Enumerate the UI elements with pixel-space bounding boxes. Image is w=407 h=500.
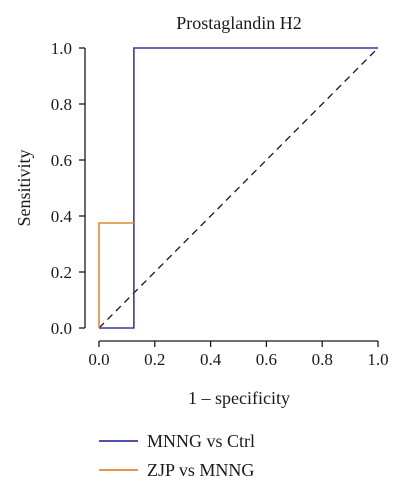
x-ticks: 0.0 0.2 0.4 0.6 0.8 1.0 [88, 341, 389, 369]
series-line-mnng-vs-ctrl [99, 47, 378, 329]
legend-label: ZJP vs MNNG [147, 460, 254, 480]
y-tick-label: 0.6 [51, 151, 72, 170]
legend: MNNG vs Ctrl ZJP vs MNNG [99, 431, 255, 480]
y-tick-label: 1.0 [51, 39, 72, 58]
x-tick-label: 1.0 [367, 350, 388, 369]
y-tick-label: 0.2 [51, 263, 72, 282]
series-line-zjp-vs-mnng [98, 222, 134, 328]
diagonal-reference-line [98, 47, 379, 329]
x-tick-label: 0.6 [256, 350, 277, 369]
y-tick-label: 0.8 [51, 95, 72, 114]
x-tick-label: 0.2 [144, 350, 165, 369]
y-axis-label: Sensitivity [14, 149, 34, 226]
y-tick-label: 0.4 [51, 207, 73, 226]
chart-title: Prostaglandin H2 [176, 13, 302, 33]
y-ticks: 0.0 0.2 0.4 0.6 0.8 1.0 [51, 39, 85, 338]
series-layer [98, 47, 378, 329]
x-tick-label: 0.8 [312, 350, 333, 369]
x-tick-label: 0.0 [88, 350, 109, 369]
legend-label: MNNG vs Ctrl [147, 431, 255, 451]
x-tick-label: 0.4 [200, 350, 222, 369]
y-tick-label: 0.0 [51, 319, 72, 338]
x-axis-label: 1 – specificity [188, 388, 290, 408]
